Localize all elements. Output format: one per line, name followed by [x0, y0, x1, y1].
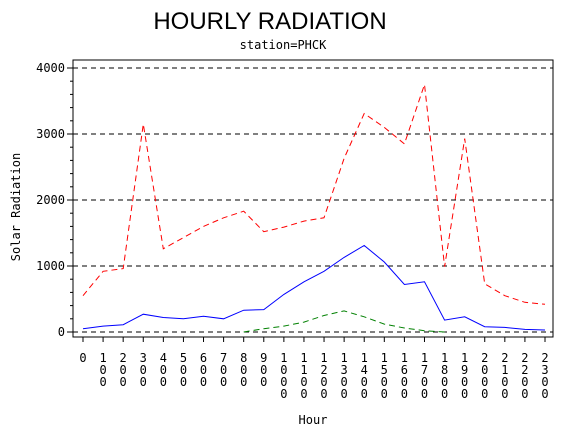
data-series — [82, 84, 546, 333]
y-tick-label: 3000 — [36, 127, 65, 141]
y-axis-label: Solar Radiation — [9, 153, 23, 261]
series-line-1 — [82, 84, 546, 305]
y-tick-label: 2000 — [36, 193, 65, 207]
series-line-2 — [82, 244, 546, 331]
chart-title: HOURLY RADIATION — [153, 8, 386, 35]
axes — [72, 59, 554, 338]
y-axis-ticks: 0 1000 2000 3000 4000 — [36, 61, 73, 339]
y-tick-label: 0 — [58, 325, 65, 339]
x-axis-ticks: 0 1 0 0 2 0 0 3 0 0 4 0 0 5 0 0 6 0 0 7 0 0 8 0 0 9 0 0 1 0 0 0 1 1 0 0 1 2 0 0… — [79, 337, 549, 401]
y-tick-label: 4000 — [36, 61, 65, 75]
x-tick-label: 0 — [79, 351, 86, 365]
series-line-3 — [243, 310, 445, 333]
chart-subtitle: station=PHCK — [240, 38, 327, 52]
grid-lines — [73, 67, 553, 333]
y-tick-label: 1000 — [36, 259, 65, 273]
plot-frame — [72, 59, 554, 338]
x-axis-label: Hour — [299, 413, 328, 427]
